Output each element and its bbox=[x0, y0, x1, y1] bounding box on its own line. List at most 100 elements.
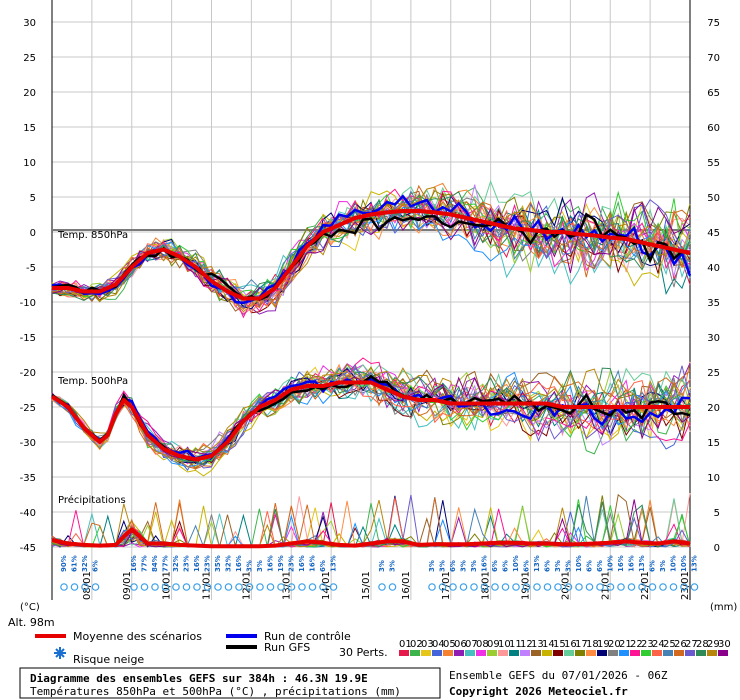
snow-risk-value: 32% bbox=[225, 555, 233, 572]
snow-risk-value: 3% bbox=[460, 560, 468, 572]
snow-risk-cell: 6% bbox=[491, 560, 499, 591]
perturbation-swatch bbox=[630, 650, 640, 656]
snow-flake-icon bbox=[182, 583, 191, 591]
snow-risk-value: 35% bbox=[214, 555, 222, 572]
snow-flake-icon bbox=[140, 583, 149, 591]
snow-risk-row: 90% 61% 32% 6% 16% 77% 84% 77% 32% 23% 16% 23% 35% 32… bbox=[60, 555, 699, 591]
perturbation-swatch bbox=[421, 650, 431, 656]
snow-risk-cell: 16% bbox=[266, 555, 275, 591]
t500-mean-line bbox=[50, 380, 690, 462]
snow-flake-icon bbox=[203, 583, 212, 591]
snow-flake-icon bbox=[449, 583, 457, 591]
snow-risk-cell: 23% bbox=[203, 555, 212, 591]
snow-flake-icon bbox=[470, 583, 478, 591]
snow-risk-cell: 10% bbox=[575, 555, 583, 591]
snow-risk-value: 3% bbox=[439, 560, 447, 572]
snow-risk-cell: 13% bbox=[533, 555, 541, 591]
legend-mean-label: Moyenne des scénarios bbox=[73, 630, 202, 643]
precip-mean-line bbox=[51, 527, 691, 549]
snow-risk-cell: 32% bbox=[81, 555, 89, 591]
perturbation-number: 09 bbox=[487, 639, 500, 650]
perturbation-swatch bbox=[641, 650, 651, 656]
snow-risk-cell: 35% bbox=[214, 555, 222, 591]
right-tick-label: 55 bbox=[707, 158, 720, 169]
snow-risk-value: 23% bbox=[204, 555, 212, 572]
snow-risk-value: 13% bbox=[330, 555, 338, 572]
snow-flake-icon bbox=[554, 583, 562, 591]
snow-risk-cell: 19% bbox=[277, 555, 285, 591]
right-tick-label: 65 bbox=[707, 88, 720, 99]
perturbation-number: 01 bbox=[399, 639, 412, 650]
snow-risk-value: 6% bbox=[319, 560, 327, 572]
perturbation-swatch bbox=[410, 650, 420, 656]
snow-flake-icon bbox=[70, 583, 79, 591]
snow-risk-cell: 6% bbox=[649, 560, 657, 591]
snow-flake-icon bbox=[522, 583, 531, 591]
snow-risk-value: 3% bbox=[256, 560, 264, 572]
snow-risk-cell: 10% bbox=[512, 555, 520, 591]
snow-risk-value: 10% bbox=[575, 555, 583, 572]
perturbation-swatch bbox=[542, 650, 552, 656]
panel-label-precip: Précipitations bbox=[58, 494, 126, 506]
perturbation-swatch bbox=[487, 650, 497, 656]
altitude-label: Alt. 98m bbox=[8, 616, 55, 629]
snow-flake-icon bbox=[81, 583, 89, 591]
snow-risk-cell: 32% bbox=[225, 555, 233, 591]
x-tick-label: 17/01 bbox=[441, 571, 452, 600]
snow-flake-icon bbox=[596, 583, 604, 591]
snow-risk-cell: 3% bbox=[459, 560, 468, 591]
perturbation-swatch bbox=[608, 650, 618, 656]
snow-risk-value: 3% bbox=[659, 560, 667, 572]
copyright-label: Copyright 2026 Meteociel.fr bbox=[449, 685, 628, 698]
perturbation-swatch bbox=[399, 650, 409, 656]
perturbation-number: 21 bbox=[619, 639, 632, 650]
perturbation-number: 12 bbox=[520, 639, 533, 650]
snow-risk-value: 3% bbox=[428, 560, 436, 572]
snow-risk-value: 3% bbox=[378, 560, 386, 572]
snow-risk-value: 3% bbox=[389, 560, 397, 572]
snow-flake-icon bbox=[193, 583, 201, 591]
snow-risk-value: 16% bbox=[298, 555, 306, 572]
snow-flake-icon bbox=[459, 583, 468, 591]
snow-flake-icon bbox=[235, 583, 243, 591]
perturbation-swatch bbox=[707, 650, 717, 656]
snow-flake-icon bbox=[491, 583, 499, 591]
snow-risk-cell: 6% bbox=[522, 560, 531, 591]
t850-member-line bbox=[51, 198, 691, 309]
right-tick-label: 0 bbox=[714, 543, 720, 554]
perturbation-number: 25 bbox=[663, 639, 676, 650]
snow-risk-value: 84% bbox=[151, 555, 159, 572]
snow-flake-icon bbox=[266, 583, 275, 591]
snow-risk-cell: 90% bbox=[60, 555, 68, 591]
right-tick-label: 70 bbox=[707, 53, 720, 64]
perturbation-number: 26 bbox=[674, 639, 687, 650]
snow-risk-value: 16% bbox=[628, 555, 636, 572]
snow-flake-icon bbox=[319, 583, 327, 591]
right-tick-label: 15 bbox=[707, 438, 720, 449]
snow-flake-icon bbox=[501, 583, 510, 591]
snow-risk-value: 19% bbox=[277, 555, 285, 572]
snow-risk-value: 3% bbox=[565, 560, 573, 572]
left-tick-label: 25 bbox=[23, 53, 36, 64]
perturbation-number: 10 bbox=[498, 639, 511, 650]
snow-risk-value: 13% bbox=[533, 555, 541, 572]
legend-snow-icon bbox=[54, 647, 66, 659]
right-tick-label: 50 bbox=[707, 193, 720, 204]
snow-flake-icon bbox=[172, 583, 180, 591]
snow-risk-cell: 13% bbox=[330, 555, 338, 591]
perturbation-number: 20 bbox=[608, 639, 621, 650]
snow-risk-value: 10% bbox=[670, 555, 678, 572]
snow-risk-cell: 3% bbox=[554, 560, 562, 591]
snow-risk-value: 13% bbox=[691, 555, 699, 572]
x-tick-label: 16/01 bbox=[401, 571, 412, 600]
snow-risk-value: 90% bbox=[60, 555, 68, 572]
x-tick-label: 13/01 bbox=[281, 571, 292, 600]
snow-risk-value: 10% bbox=[512, 555, 520, 572]
snow-risk-cell: 6% bbox=[586, 560, 594, 591]
perturbation-swatch bbox=[564, 650, 574, 656]
snow-flake-icon bbox=[388, 583, 397, 591]
snow-risk-cell: 16% bbox=[617, 555, 625, 591]
snow-risk-value: 6% bbox=[92, 560, 100, 572]
t850-gfs-line bbox=[51, 212, 691, 302]
